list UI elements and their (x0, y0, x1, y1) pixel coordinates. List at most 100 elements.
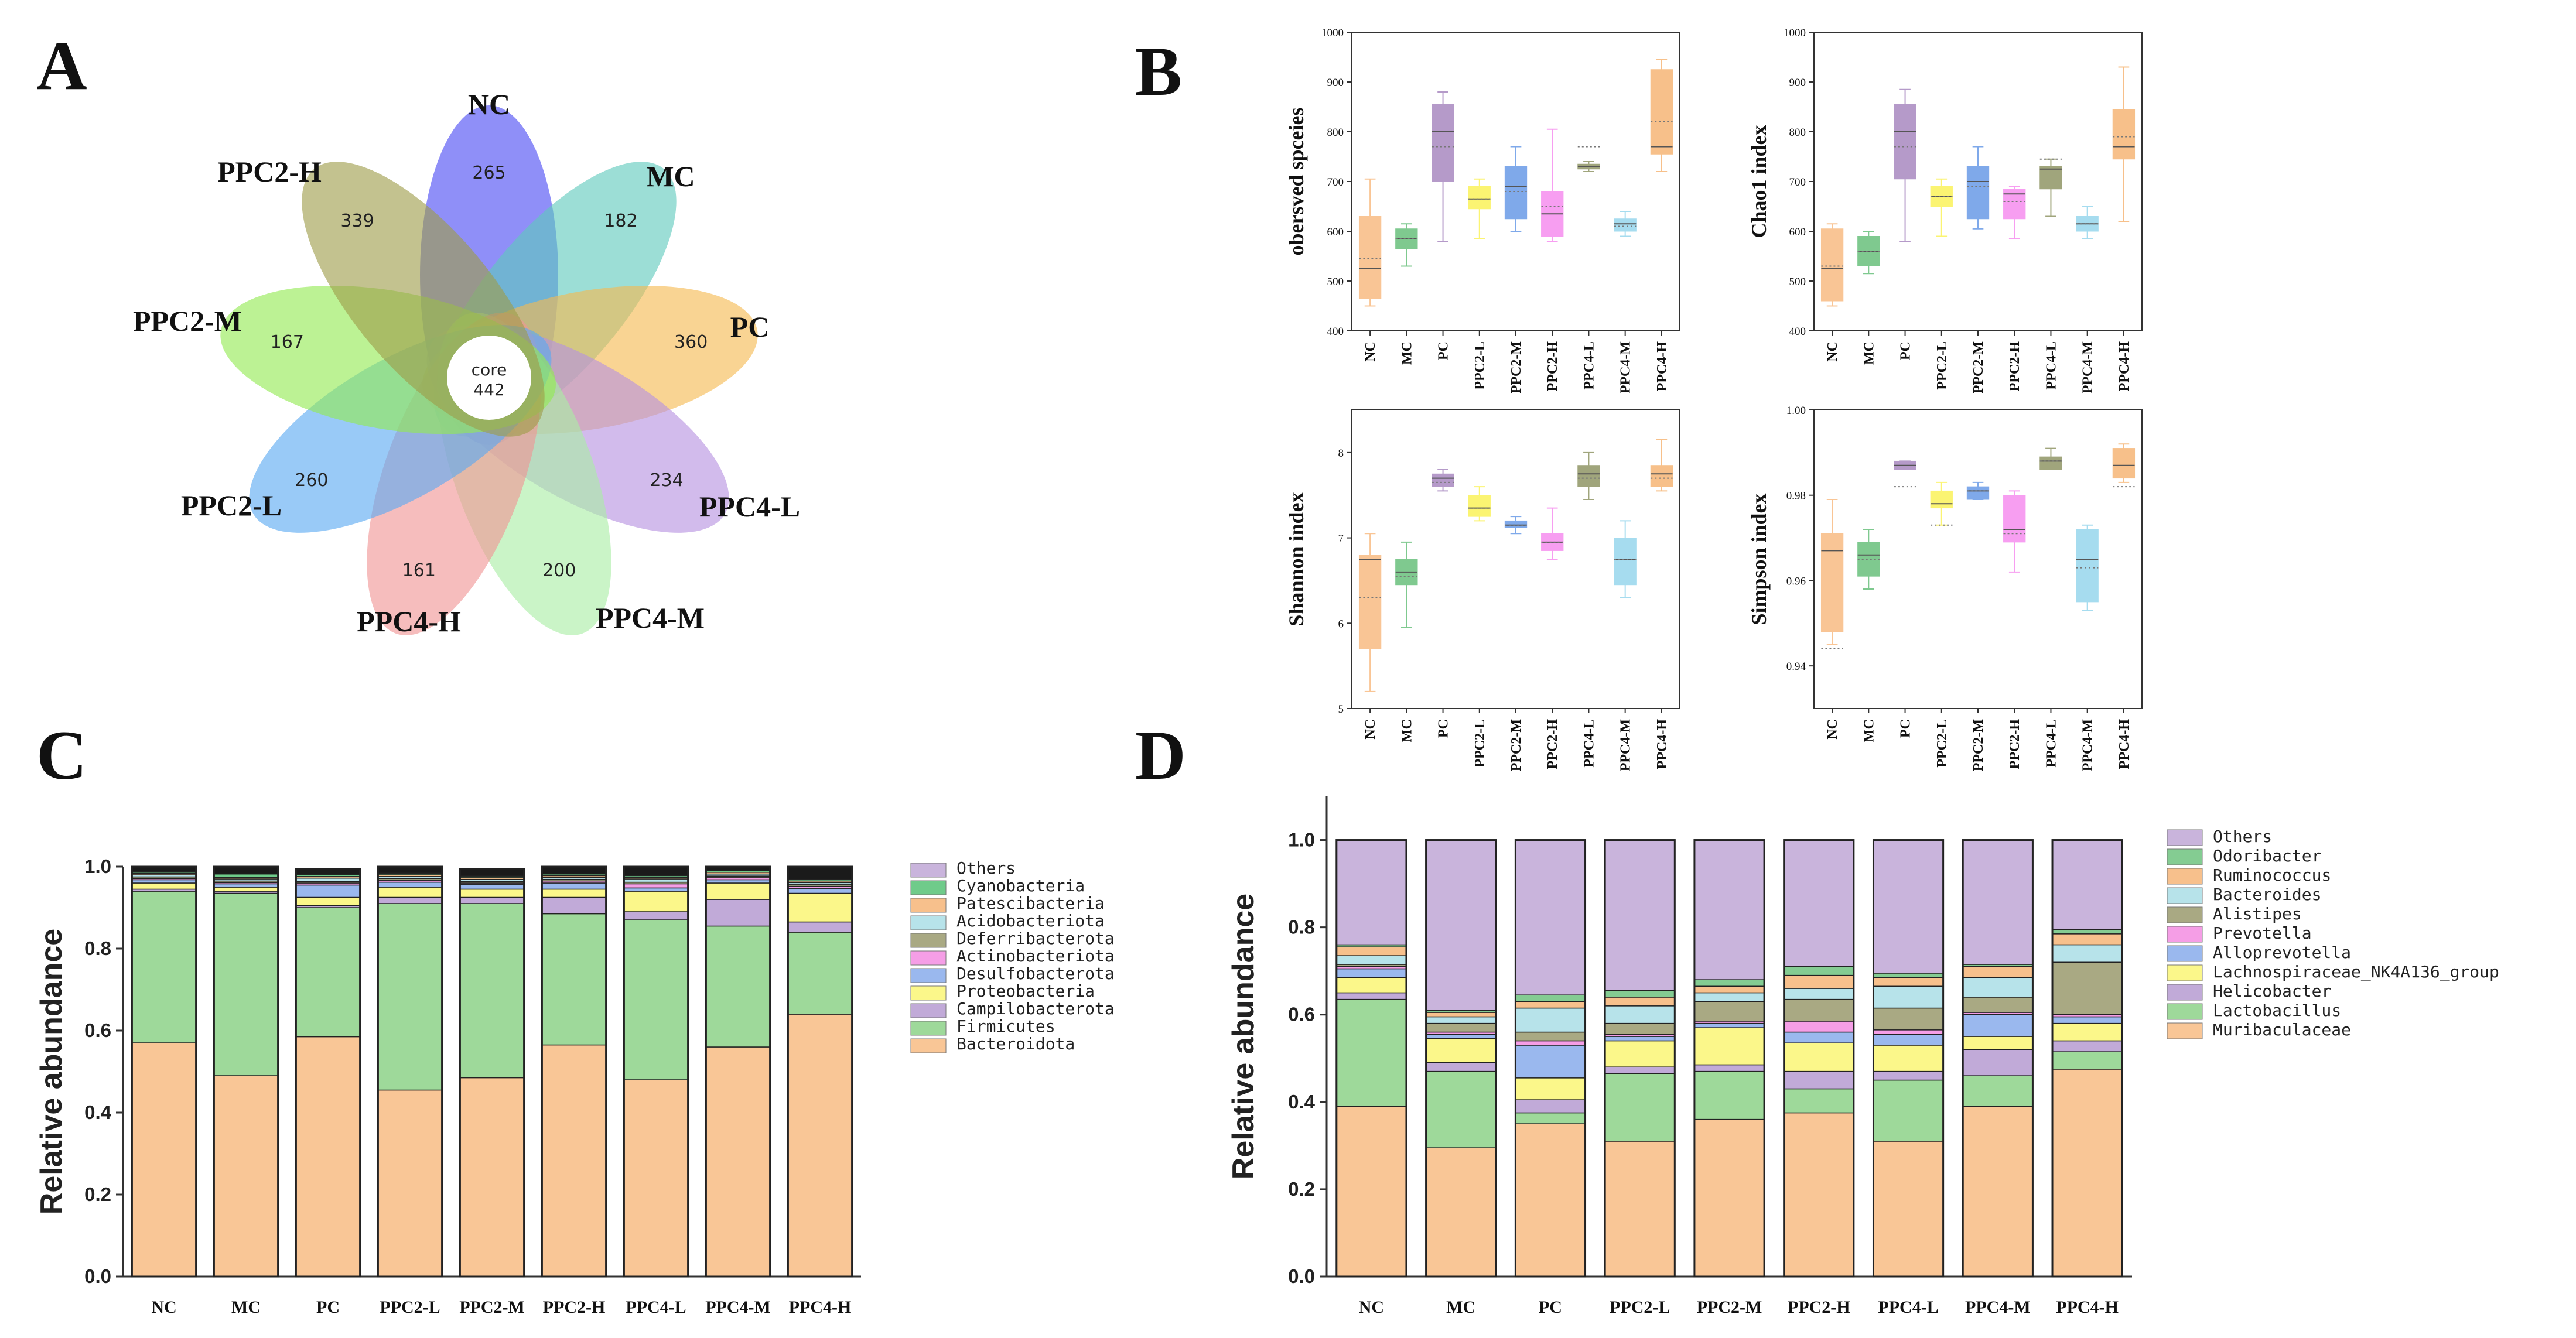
bar-segment-mc-alistipes (1425, 1022, 1497, 1033)
bar-segment-nc-firmicutes (131, 891, 197, 1043)
bar-segment-ppc4-l-desulfobacterota (623, 887, 689, 892)
boxplot-chao1: 400 500 600 700 800 900 1000 NC MC PC PPC2-L PPC2-M… (1747, 27, 2143, 393)
bar-segment-ppc2-m-muribaculaceae (1694, 1118, 1765, 1277)
bar-segment-nc-muribaculaceae (1336, 1106, 1407, 1277)
box-ppc4-h (1650, 69, 1673, 155)
bar-segment-mc-others (213, 866, 279, 875)
stacked-bar-genus: 0.0 0.2 0.4 0.6 0.8 1.0 NC MC PC PPC2-L PPC2-M PPC2… (1226, 796, 2499, 1317)
bar-segment-ppc4-l-muribaculaceae (1873, 1141, 1944, 1277)
bar-segment-ppc2-h-prevotella (1783, 1021, 1854, 1033)
y-axis-label: Simpson index (1747, 493, 1771, 625)
bar-segment-mc-proteobacteria (213, 887, 279, 892)
x-tick-label-nc: NC (1825, 341, 1840, 362)
bar-segment-ppc4-l-proteobacteria (623, 891, 689, 912)
y-tick-label: 700 (1327, 176, 1344, 189)
x-tick-label-ppc4-l: PPC4-L (2044, 719, 2059, 768)
bar-segment-ppc4-m-proteobacteria (705, 882, 771, 900)
venn-label-ppc2-m: PPC2-M (133, 304, 242, 337)
bar-segment-ppc4-l-ruminococcus (1873, 977, 1944, 987)
panel-letter-d: D (1135, 716, 1186, 794)
bar-outline-ppc2-l (1604, 839, 1676, 1278)
x-tick-label-ppc2-h: PPC2-H (1545, 341, 1560, 392)
y-tick-label: 900 (1327, 77, 1344, 89)
legend-label-alloprevotella: Alloprevotella (2213, 943, 2351, 962)
bar-segment-ppc4-l-alistipes (1873, 1007, 1944, 1031)
bar-segment-ppc4-h-campilobacterota (787, 921, 853, 933)
legend-label-bacteroides: Bacteroides (2213, 885, 2321, 904)
bar-segment-ppc2-m-firmicutes (459, 903, 525, 1079)
legend-label-muribaculaceae: Muribaculaceae (2213, 1020, 2351, 1039)
bar-segment-ppc2-l-odoribacter (1604, 990, 1676, 998)
bar-segment-ppc2-h-lachnospiraceae-nk4a136-group (1783, 1042, 1854, 1072)
bar-outline-ppc4-m (705, 865, 771, 1278)
legend-label-acidobacteriota: Acidobacteriota (956, 911, 1105, 930)
venn-label-nc: NC (468, 88, 510, 121)
x-tick-label-ppc2-l: PPC2-L (380, 1298, 440, 1317)
y-axis-label: Chao1 index (1747, 125, 1771, 238)
legend-swatch-campilobacterota (910, 1003, 947, 1018)
y-tick-label: 400 (1789, 326, 1806, 338)
venn-count-ppc2-h: 339 (340, 211, 374, 231)
x-tick-label-ppc4-l: PPC4-L (1581, 341, 1597, 390)
legend-swatch-bacteroides (2167, 887, 2203, 904)
bar-segment-pc-others (295, 868, 361, 875)
legend-swatch-cyanobacteria (910, 880, 947, 895)
bar-segment-pc-bacteroides (1515, 1007, 1586, 1033)
stacked-bar-phylum: 0.0 0.2 0.4 0.6 0.8 1.0 NC MC PC PPC2-L PPC2-M PPC2… (35, 856, 1115, 1317)
y-axis-label: Shannon index (1284, 492, 1308, 626)
y-axis-label: Relative abundance (1226, 894, 1260, 1179)
bar-segment-ppc4-m-muribaculaceae (1962, 1106, 2034, 1277)
y-axis-label: obersved spceies (1284, 108, 1308, 256)
y-tick-label: 1.0 (1288, 829, 1315, 851)
x-tick-label-ppc2-m: PPC2-M (1509, 341, 1524, 393)
venn-label-pc: PC (730, 310, 770, 343)
bar-segment-ppc2-h-muribaculaceae (1783, 1112, 1854, 1277)
box-pc (1432, 104, 1454, 182)
bar-segment-nc-lactobacillus (1336, 998, 1407, 1107)
legend-label-cyanobacteria: Cyanobacteria (956, 876, 1085, 895)
bar-segment-ppc4-m-campilobacterota (705, 899, 771, 927)
legend-label-patescibacteria: Patescibacteria (956, 894, 1105, 913)
bar-segment-ppc4-m-lachnospiraceae-nk4a136-group (1962, 1036, 2034, 1050)
legend-label-lactobacillus: Lactobacillus (2213, 1001, 2341, 1020)
y-tick-label: 0.98 (1786, 490, 1806, 502)
bar-segment-ppc4-h-bacteroidota (787, 1014, 853, 1277)
bar-segment-ppc4-h-proteobacteria (787, 892, 853, 923)
bar-segment-ppc2-l-ruminococcus (1604, 997, 1676, 1007)
y-tick-label: 0.94 (1786, 661, 1806, 673)
bar-segment-ppc2-h-bacteroides (1783, 988, 1854, 1000)
y-tick-label: 1000 (1784, 27, 1806, 39)
panel-letter-a: A (36, 26, 87, 104)
bar-segment-ppc2-m-odoribacter (1694, 979, 1765, 987)
bar-segment-pc-helicobacter (1515, 1099, 1586, 1114)
bar-segment-ppc2-l-proteobacteria (377, 887, 443, 898)
bar-segment-ppc4-h-lactobacillus (2052, 1051, 2123, 1070)
y-tick-label: 500 (1327, 276, 1344, 288)
bar-segment-pc-odoribacter (1515, 994, 1586, 1002)
legend-label-ruminococcus: Ruminococcus (2213, 865, 2331, 885)
bar-segment-ppc2-m-desulfobacterota (459, 884, 525, 890)
bar-segment-ppc2-l-firmicutes (377, 903, 443, 1091)
x-tick-label-ppc2-h: PPC2-H (2007, 719, 2022, 769)
legend-swatch-muribaculaceae (2167, 1022, 2203, 1039)
legend-swatch-lachnospiraceae-nk4a136-group (2167, 964, 2203, 981)
bar-segment-nc-helicobacter (1336, 992, 1407, 1000)
bar-segment-ppc4-h-lachnospiraceae-nk4a136-group (2052, 1022, 2123, 1042)
venn-count-ppc4-h: 161 (402, 560, 436, 581)
bar-outline-nc (1335, 839, 1407, 1278)
bar-segment-ppc4-h-desulfobacterota (787, 888, 853, 894)
x-tick-label-ppc2-l: PPC2-L (1610, 1298, 1670, 1317)
box-nc (1820, 533, 1844, 632)
legend-swatch-desulfobacterota (910, 968, 947, 983)
y-tick-label: 600 (1789, 226, 1806, 238)
legend-label-proteobacteria: Proteobacteria (956, 981, 1095, 1001)
legend-label-alistipes: Alistipes (2213, 904, 2302, 923)
bar-segment-ppc4-m-lactobacillus (1962, 1075, 2034, 1107)
panel-letter-b: B (1135, 32, 1182, 110)
legend-label-prevotella: Prevotella (2213, 923, 2312, 943)
x-tick-label-nc: NC (1363, 341, 1378, 362)
y-tick-label: 1000 (1321, 27, 1344, 39)
bar-outline-ppc4-l (623, 865, 689, 1278)
y-tick-label: 700 (1789, 176, 1806, 189)
